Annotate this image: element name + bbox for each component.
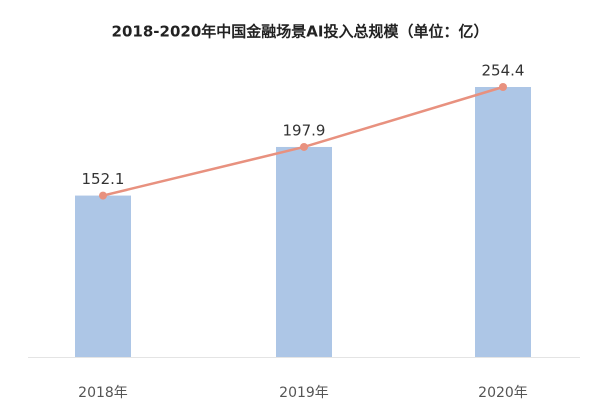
- data-label: 197.9: [283, 121, 326, 139]
- x-tick-label: 2019年: [279, 385, 329, 401]
- bar: [475, 87, 531, 357]
- x-tick-label: 2020年: [478, 385, 528, 401]
- line-marker: [300, 142, 308, 151]
- bar: [75, 195, 131, 357]
- data-label: 152.1: [82, 170, 125, 188]
- x-tick-label: 2018年: [78, 385, 128, 401]
- line-marker: [99, 191, 107, 200]
- line-marker: [499, 83, 507, 91]
- data-label: 254.4: [482, 62, 525, 80]
- chart-title: 2018-2020年中国金融场景AI投入总规模（单位：亿）: [112, 23, 489, 41]
- bar: [276, 146, 332, 357]
